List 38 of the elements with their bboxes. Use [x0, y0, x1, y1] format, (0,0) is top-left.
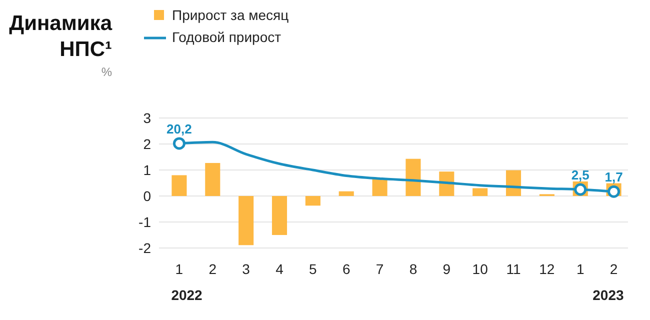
- x-tick-label: 2: [610, 261, 618, 277]
- data-label: 1,7: [604, 170, 623, 185]
- bar: [406, 158, 421, 196]
- bar: [205, 162, 220, 196]
- x-tick-label: 2: [208, 261, 217, 277]
- x-tick-label: 4: [276, 261, 284, 277]
- x-tick-label: 1: [175, 261, 184, 277]
- bar: [372, 178, 388, 196]
- y-tick-label: 2: [143, 136, 152, 152]
- x-tick-label: 12: [539, 261, 555, 277]
- x-tick-label: 3: [242, 261, 250, 277]
- legend-label: Годовой прирост: [172, 29, 282, 45]
- y-tick-label: 3: [143, 110, 152, 126]
- bar: [472, 188, 488, 196]
- bar: [272, 196, 288, 235]
- y-tick-label: -2: [138, 240, 152, 256]
- legend-label: Прирост за месяц: [172, 7, 289, 23]
- x-tick-label: 5: [309, 261, 318, 277]
- x-tick-label: 7: [376, 261, 384, 277]
- y-tick-label: 1: [143, 162, 152, 178]
- x-tick-label: 8: [409, 261, 418, 277]
- y-tick-label: 0: [143, 188, 152, 204]
- text: 2022: [171, 287, 203, 303]
- y-axis-title: %: [101, 65, 112, 79]
- data-label: 2,5: [571, 168, 590, 182]
- chart-title: Динамика НПС¹: [9, 12, 112, 61]
- bar: [238, 196, 254, 246]
- bar: [305, 196, 320, 206]
- x-tick-label: 10: [472, 261, 488, 277]
- data-label: 20,2: [166, 121, 192, 136]
- bar: [338, 191, 354, 196]
- y-tick-label: -1: [138, 214, 152, 230]
- x-tick-label: 9: [442, 261, 451, 277]
- x-tick-label: 1: [576, 261, 584, 277]
- bar: [172, 175, 187, 196]
- text: 2023: [592, 287, 624, 303]
- x-tick-label: 6: [342, 261, 350, 277]
- x-tick-label: 11: [506, 261, 521, 277]
